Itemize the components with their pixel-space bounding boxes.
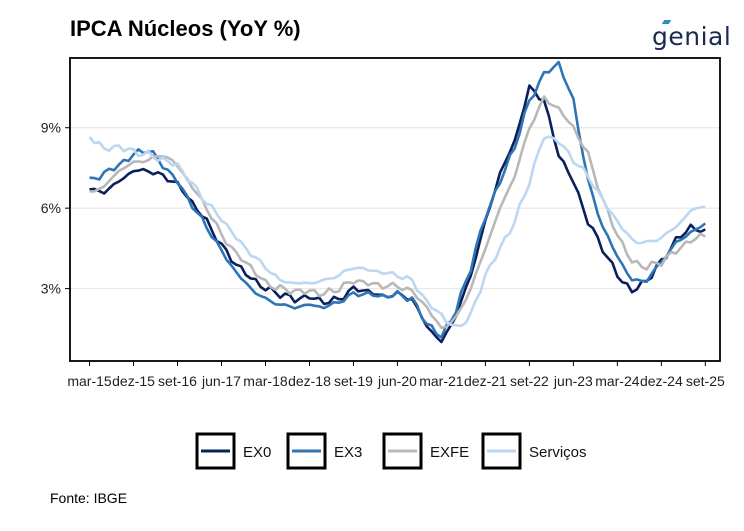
x-tick-label: mar-24	[595, 373, 640, 389]
x-tick-label: dez-24	[640, 373, 683, 389]
x-tick-label: jun-20	[377, 373, 417, 389]
legend-item: EX3	[286, 432, 362, 470]
y-tick-label: 3%	[41, 281, 61, 297]
legend-item: Serviços	[481, 432, 587, 470]
x-tick-label: set-22	[510, 373, 549, 389]
legend-item: EX0	[195, 432, 271, 470]
axis-layer: 3%6%9%mar-15 dez-15 set-16 jun-17 mar-18 dez-…	[41, 120, 725, 389]
brand-logo: genial	[652, 22, 732, 51]
x-tick-label: set-16	[158, 373, 197, 389]
series-line-servi-os	[88, 135, 706, 328]
series-line-ex3	[89, 60, 707, 339]
x-tick-label: dez-18	[288, 373, 331, 389]
y-tick-label: 6%	[41, 200, 61, 216]
legend-item: EXFE	[382, 432, 469, 470]
source-note: Fonte: IBGE	[50, 490, 128, 506]
x-tick-label: mar-18	[243, 373, 288, 389]
x-tick-label: dez-21	[464, 373, 507, 389]
legend-label: EXFE	[430, 444, 469, 461]
legend-label: EX0	[243, 444, 271, 461]
legend: EX0 EX3 EXFE Serviços	[195, 432, 587, 470]
legend-label: Serviços	[529, 444, 587, 461]
x-tick-label: mar-21	[419, 373, 464, 389]
series-layer	[88, 60, 707, 344]
x-tick-label: jun-17	[201, 373, 241, 389]
y-tick-label: 9%	[41, 120, 61, 136]
x-tick-label: set-25	[686, 373, 725, 389]
chart-title: IPCA Núcleos (YoY %)	[70, 16, 301, 41]
x-tick-label: set-19	[334, 373, 373, 389]
grid-layer	[70, 127, 720, 290]
x-tick-label: dez-15	[112, 373, 155, 389]
legend-label: EX3	[334, 444, 362, 461]
plot-frame	[69, 57, 721, 362]
x-tick-label: mar-15	[67, 373, 112, 389]
x-tick-label: jun-23	[553, 373, 593, 389]
